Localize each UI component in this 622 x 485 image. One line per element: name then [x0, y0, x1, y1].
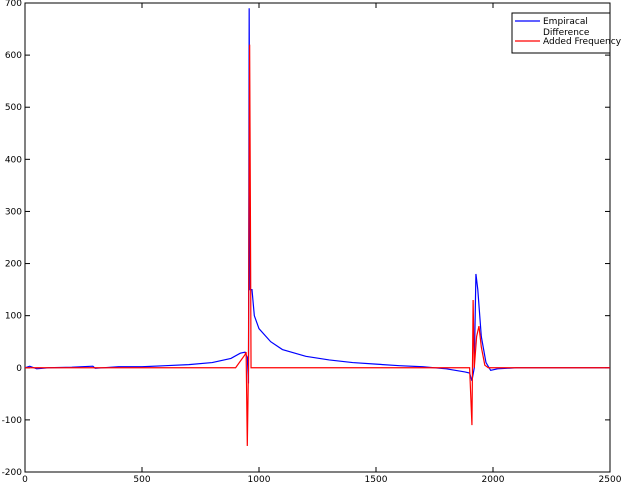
y-tick-label: 600: [5, 51, 22, 61]
x-tick-label: 2500: [599, 475, 622, 485]
x-tick-label: 1000: [248, 475, 271, 485]
y-tick-label: 200: [5, 260, 22, 270]
y-tick-label: 0: [16, 364, 22, 374]
y-tick-label: 100: [5, 312, 22, 322]
plot-frame: [24, 2, 611, 473]
y-tick-label: -100: [2, 416, 23, 426]
y-tick-label: 700: [5, 0, 22, 9]
legend-label: Added Frequency: [543, 37, 622, 47]
x-tick-label: 500: [133, 475, 150, 485]
x-tick-label: 1500: [365, 475, 388, 485]
x-tick-label: 0: [22, 475, 28, 485]
y-tick-label: -200: [2, 468, 23, 478]
series-line: [24, 8, 610, 384]
series-line: [25, 44, 610, 446]
y-tick-label: 300: [5, 207, 22, 217]
y-tick-label: 500: [5, 103, 22, 113]
y-tick-label: 400: [5, 155, 22, 165]
legend-label: Empiracal Difference: [543, 17, 590, 38]
legend-box: [511, 12, 611, 54]
x-tick-label: 2000: [482, 475, 505, 485]
